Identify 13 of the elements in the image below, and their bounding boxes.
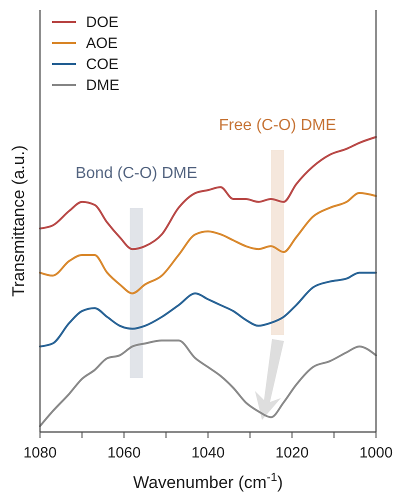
x-tick-label: 1040 — [191, 444, 225, 462]
legend-label: COE — [86, 56, 119, 73]
legend-label: AOE — [86, 35, 118, 52]
band-label: Free (C-O) DME — [218, 117, 336, 134]
x-axis-title: Wavenumber (cm$^{-1}$) — [133, 470, 283, 492]
band-label: Bond (C-O) DME — [75, 165, 198, 182]
legend-label: DOE — [86, 14, 119, 31]
x-tick-label: 1020 — [275, 444, 309, 462]
y-axis-title: Transmittance (a.u.) — [9, 145, 28, 297]
x-tick-label: 1000 — [359, 444, 393, 462]
x-tick-label: 1060 — [107, 444, 141, 462]
legend-label: DME — [86, 77, 120, 94]
x-tick-label: 1080 — [23, 444, 57, 462]
